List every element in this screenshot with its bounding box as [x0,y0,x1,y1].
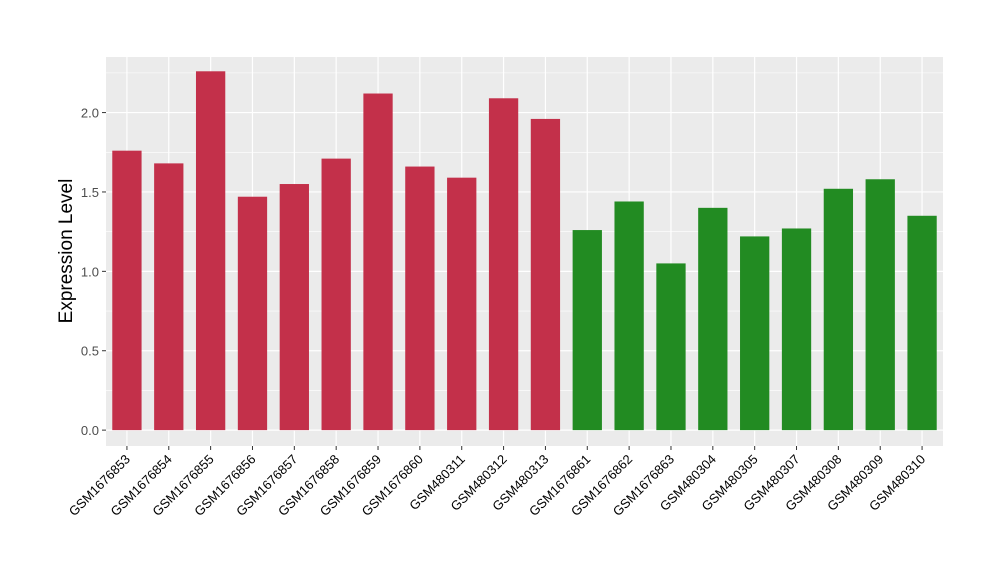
y-tick-label: 0.5 [81,344,99,359]
bar [405,166,435,431]
plot-panel [106,57,943,446]
bar [530,118,561,431]
y-tick-label: 1.5 [81,185,99,200]
y-tick-label: 0.0 [81,423,99,438]
x-axis: GSM1676853GSM1676854GSM1676855GSM1676856… [66,446,928,519]
bar [488,98,519,431]
bar [447,177,477,431]
bar [656,263,686,431]
bar [698,207,728,431]
bar [614,201,644,431]
bar [865,179,895,431]
bar [279,184,309,431]
bar [572,230,602,431]
y-tick-label: 2.0 [81,106,99,121]
bars-group [112,71,937,431]
bar [112,150,142,431]
bar [154,163,184,431]
bar [195,71,226,431]
y-axis: 0.0 0.5 1.0 1.5 2.0 [81,106,106,438]
y-axis-title: Expression Level [56,179,77,324]
bar [363,93,393,431]
bar [823,188,854,431]
bar [321,158,351,431]
y-tick-label: 1.0 [81,264,99,279]
bar [907,215,937,431]
bar [781,228,812,431]
bar [740,236,770,431]
bar [237,196,268,431]
